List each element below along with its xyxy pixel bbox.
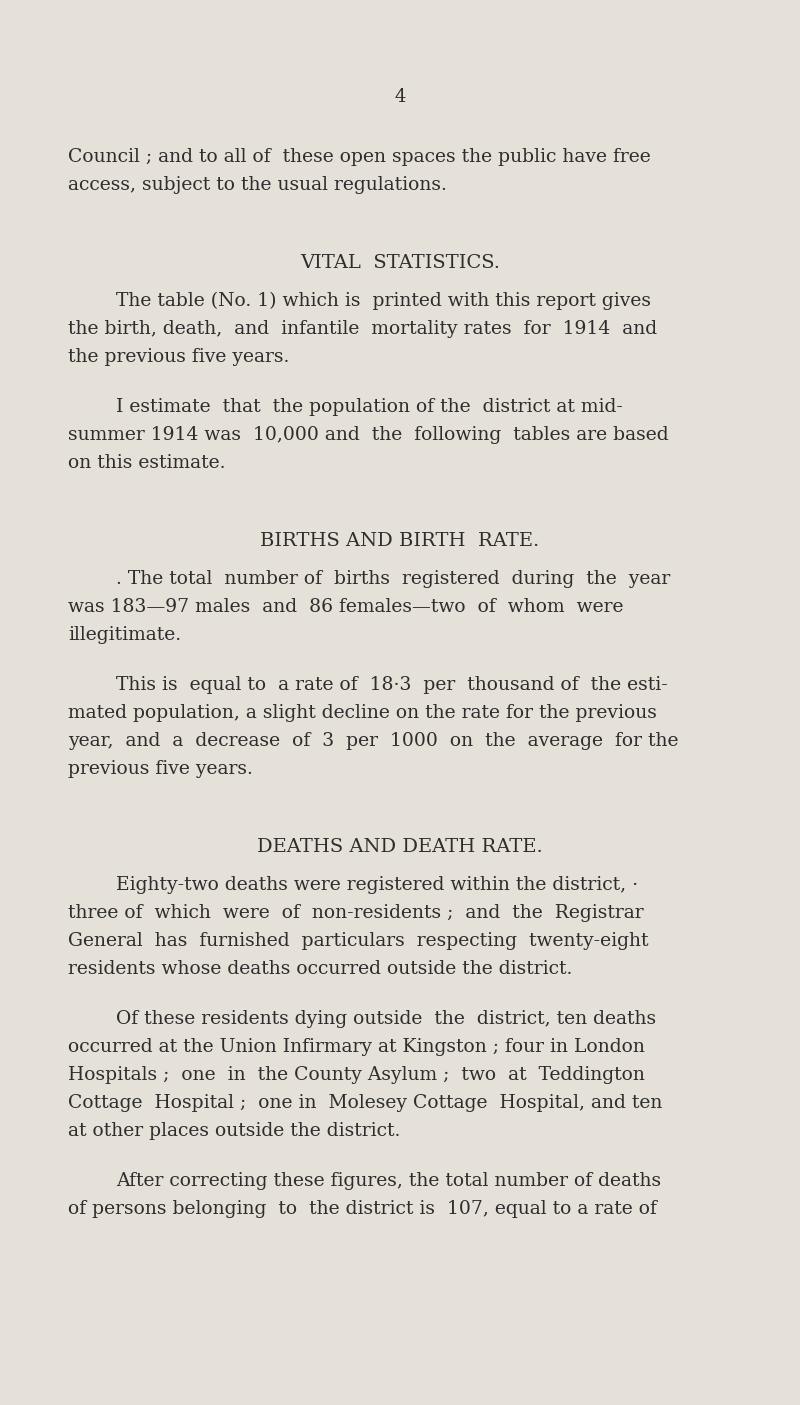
Text: Eighty-two deaths were registered within the district, ·: Eighty-two deaths were registered within…	[116, 875, 638, 894]
Text: Of these residents dying outside  the  district, ten deaths: Of these residents dying outside the dis…	[116, 1010, 656, 1028]
Text: I estimate  that  the population of the  district at mid-: I estimate that the population of the di…	[116, 398, 623, 416]
Text: the birth, death,  and  infantile  mortality rates  for  1914  and: the birth, death, and infantile mortalit…	[68, 320, 657, 339]
Text: at other places outside the district.: at other places outside the district.	[68, 1123, 400, 1139]
Text: occurred at the Union Infirmary at Kingston ; four in London: occurred at the Union Infirmary at Kings…	[68, 1038, 645, 1057]
Text: 4: 4	[394, 89, 406, 105]
Text: After correcting these figures, the total number of deaths: After correcting these figures, the tota…	[116, 1172, 661, 1190]
Text: Cottage  Hospital ;  one in  Molesey Cottage  Hospital, and ten: Cottage Hospital ; one in Molesey Cottag…	[68, 1094, 662, 1111]
Text: was 183—97 males  and  86 females—two  of  whom  were: was 183—97 males and 86 females—two of w…	[68, 599, 623, 615]
Text: summer 1914 was  10,000 and  the  following  tables are based: summer 1914 was 10,000 and the following…	[68, 426, 669, 444]
Text: three of  which  were  of  non-residents ;  and  the  Registrar: three of which were of non-residents ; a…	[68, 903, 644, 922]
Text: previous five years.: previous five years.	[68, 760, 253, 778]
Text: mated population, a slight decline on the rate for the previous: mated population, a slight decline on th…	[68, 704, 657, 722]
Text: Hospitals ;  one  in  the County Asylum ;  two  at  Teddington: Hospitals ; one in the County Asylum ; t…	[68, 1066, 645, 1085]
Text: the previous five years.: the previous five years.	[68, 348, 290, 365]
Text: . The total  number of  births  registered  during  the  year: . The total number of births registered …	[116, 570, 670, 589]
Text: access, subject to the usual regulations.: access, subject to the usual regulations…	[68, 176, 447, 194]
Text: BIRTHS AND BIRTH  RATE.: BIRTHS AND BIRTH RATE.	[260, 532, 540, 549]
Text: Council ; and to all of  these open spaces the public have free: Council ; and to all of these open space…	[68, 148, 650, 166]
Text: VITAL  STATISTICS.: VITAL STATISTICS.	[300, 254, 500, 273]
Text: General  has  furnished  particulars  respecting  twenty-eight: General has furnished particulars respec…	[68, 932, 649, 950]
Text: year,  and  a  decrease  of  3  per  1000  on  the  average  for the: year, and a decrease of 3 per 1000 on th…	[68, 732, 678, 750]
Text: on this estimate.: on this estimate.	[68, 454, 226, 472]
Text: The table (No. 1) which is  printed with this report gives: The table (No. 1) which is printed with …	[116, 292, 651, 311]
Text: of persons belonging  to  the district is  107, equal to a rate of: of persons belonging to the district is …	[68, 1200, 657, 1218]
Text: This is  equal to  a rate of  18·3  per  thousand of  the esti-: This is equal to a rate of 18·3 per thou…	[116, 676, 668, 694]
Text: DEATHS AND DEATH RATE.: DEATHS AND DEATH RATE.	[257, 837, 543, 856]
Text: residents whose deaths occurred outside the district.: residents whose deaths occurred outside …	[68, 960, 572, 978]
Text: illegitimate.: illegitimate.	[68, 627, 181, 643]
